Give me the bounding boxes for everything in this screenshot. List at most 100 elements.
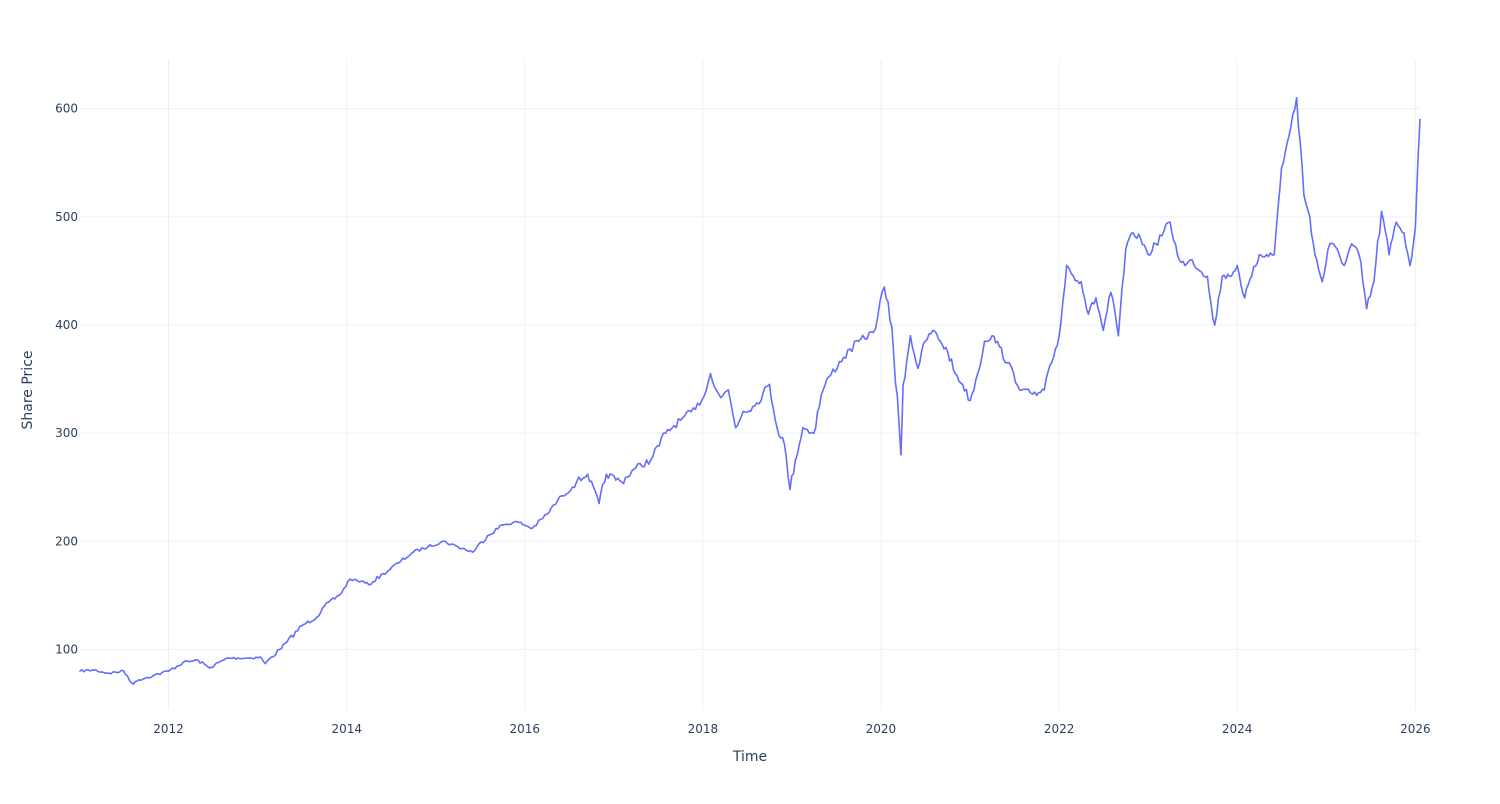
price-point — [1191, 259, 1194, 261]
price-point — [286, 641, 288, 643]
price-point — [227, 657, 229, 659]
price-point — [1419, 118, 1421, 121]
price-line — [79, 97, 1421, 685]
price-point — [132, 683, 135, 685]
price-point — [93, 669, 95, 671]
y-tick-label: 100 — [55, 642, 78, 656]
price-point — [107, 672, 110, 675]
price-point — [1280, 167, 1283, 169]
price-point — [1380, 210, 1383, 213]
price-point — [1258, 253, 1261, 256]
price-point — [932, 329, 934, 332]
price-point — [900, 453, 902, 456]
price-point — [1221, 275, 1224, 278]
price-point — [998, 345, 1001, 348]
price-point — [560, 495, 563, 497]
series-layer — [79, 97, 1421, 685]
price-point — [1050, 362, 1053, 364]
price-point — [719, 396, 722, 399]
price-point — [397, 562, 400, 564]
price-point — [382, 572, 385, 575]
price-point — [727, 389, 730, 391]
price-point — [427, 545, 429, 548]
price-point — [802, 426, 804, 429]
price-point — [694, 408, 697, 411]
price-point — [842, 356, 845, 359]
price-point — [586, 473, 589, 476]
price-point — [79, 670, 81, 672]
price-point — [516, 521, 518, 523]
price-point — [137, 678, 140, 681]
price-point — [983, 340, 986, 342]
price-point — [1243, 297, 1246, 299]
y-tick-label: 200 — [55, 534, 78, 548]
price-point — [605, 473, 608, 476]
price-point — [1314, 253, 1316, 256]
price-point — [635, 466, 637, 469]
price-point — [620, 480, 623, 483]
x-axis-title: Time — [732, 749, 767, 765]
y-gridlines — [80, 108, 1420, 650]
price-point — [1395, 221, 1398, 224]
price-point — [1184, 264, 1186, 267]
price-point — [872, 331, 875, 334]
price-point — [360, 580, 362, 583]
y-tick-label: 500 — [55, 210, 78, 224]
x-tick-label: 2012 — [153, 722, 184, 736]
price-point — [1414, 226, 1417, 229]
price-point — [939, 340, 942, 342]
price-point — [827, 376, 830, 378]
price-point — [883, 286, 886, 288]
price-point — [1058, 334, 1060, 337]
price-point — [776, 426, 778, 429]
price-point — [679, 419, 682, 421]
price-point — [152, 674, 155, 677]
x-tick-labels: 2012 2014 2016 2018 2020 2022 2024 2026 — [153, 722, 1430, 736]
price-point — [1110, 291, 1112, 294]
price-point — [783, 443, 786, 445]
price-point — [316, 616, 318, 618]
price-point — [734, 426, 737, 429]
price-point — [264, 662, 267, 665]
price-point — [197, 659, 199, 662]
price-point — [546, 513, 548, 516]
price-point — [1087, 313, 1090, 315]
x-tick-label: 2018 — [688, 722, 719, 736]
price-point — [412, 551, 415, 553]
price-point — [1169, 221, 1171, 224]
price-point — [946, 351, 949, 353]
price-point — [954, 372, 957, 375]
price-point — [442, 540, 445, 543]
price-point — [471, 551, 474, 553]
price-point — [1095, 297, 1097, 299]
price-point — [1228, 275, 1231, 278]
price-point — [1236, 264, 1238, 267]
price-point — [789, 488, 791, 491]
price-point — [167, 670, 170, 672]
price-point — [259, 656, 261, 658]
price-point — [813, 432, 815, 434]
price-point — [1065, 264, 1068, 267]
price-point — [323, 605, 326, 607]
price-point — [1409, 264, 1411, 267]
price-point — [1006, 362, 1008, 364]
price-point — [891, 326, 893, 328]
price-point — [1206, 275, 1209, 278]
price-point — [249, 657, 251, 659]
price-point — [1328, 243, 1331, 245]
price-point — [924, 340, 927, 342]
price-point — [909, 334, 912, 337]
x-tick-label: 2024 — [1222, 722, 1253, 736]
price-point — [1043, 389, 1046, 391]
price-point — [1343, 264, 1345, 267]
price-point — [753, 405, 756, 407]
price-point — [1295, 97, 1298, 99]
price-point — [367, 583, 370, 586]
y-tick-label: 600 — [55, 102, 78, 116]
y-tick-label: 300 — [55, 426, 78, 440]
price-point — [664, 432, 667, 434]
price-point — [456, 545, 459, 548]
y-tick-labels: 100 200 300 400 500 600 — [55, 102, 78, 657]
price-point — [857, 340, 860, 342]
